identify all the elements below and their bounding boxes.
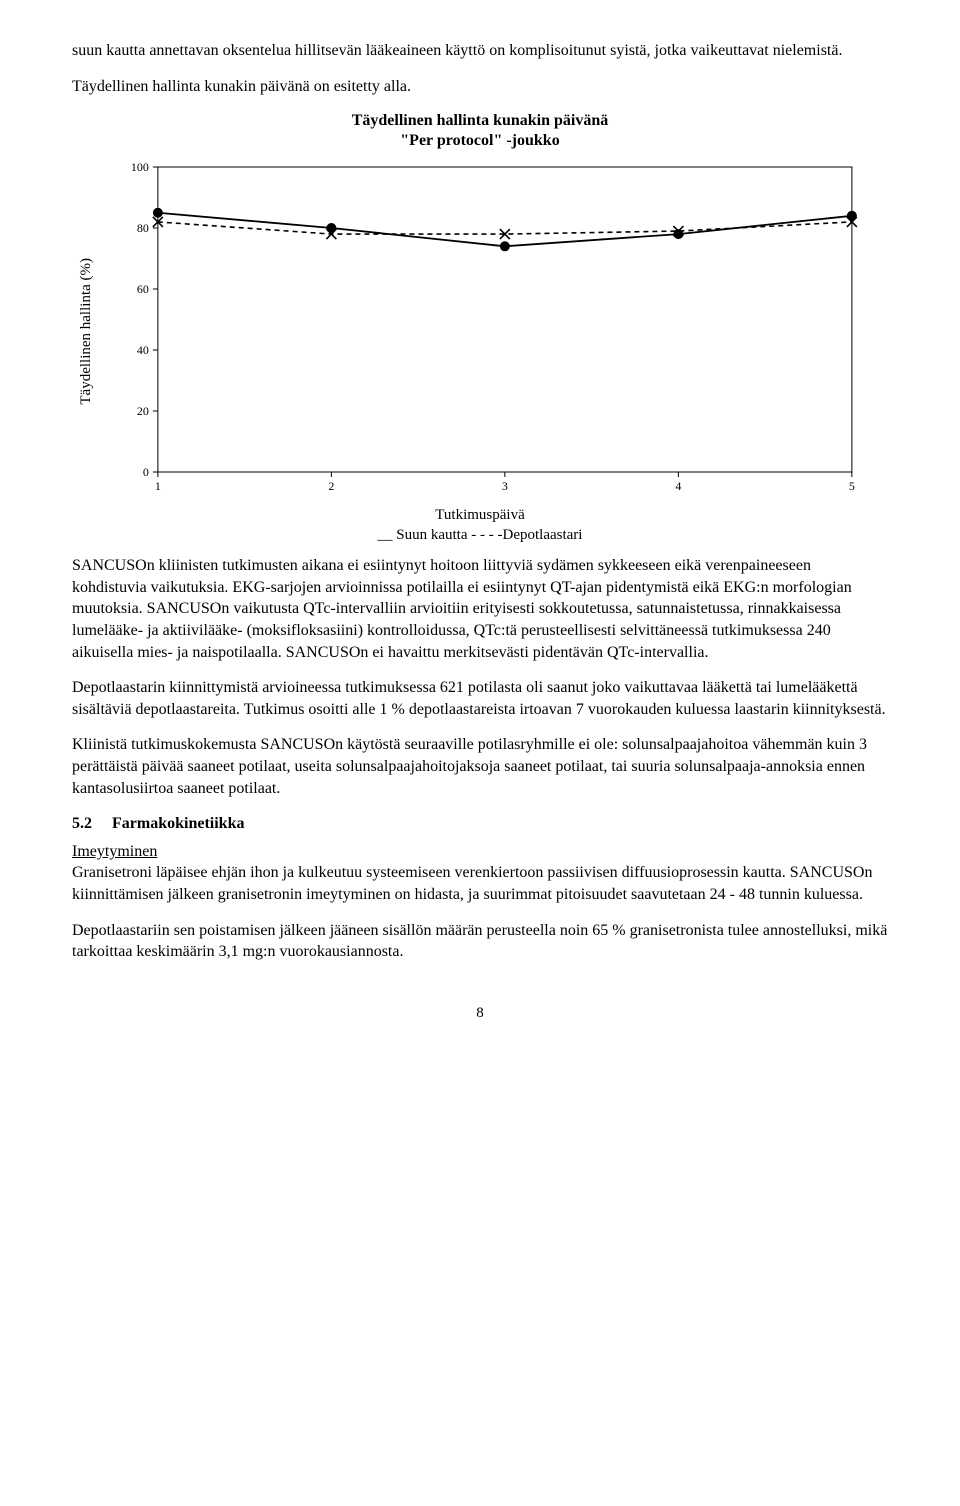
svg-text:0: 0 [143,465,149,479]
subsection-1: Imeytyminen Granisetroni läpäisee ehjän … [72,841,888,906]
line-chart: 0 20 40 60 80 100 1 2 3 4 5 [96,155,888,507]
svg-text:4: 4 [676,479,682,493]
svg-text:60: 60 [137,282,149,296]
svg-text:3: 3 [502,479,508,493]
chart-y-axis-label: Täydellinen hallinta (%) [72,258,96,405]
page-number: 8 [72,1003,888,1023]
section-heading: 5.2 Farmakokinetiikka [72,813,888,835]
svg-text:20: 20 [137,404,149,418]
last-paragraph: Depotlaastariin sen poistamisen jälkeen … [72,920,888,963]
svg-text:100: 100 [131,160,149,174]
svg-text:2: 2 [329,479,335,493]
chart-x-axis-label: Tutkimuspäivä [435,507,524,523]
svg-text:40: 40 [137,343,149,357]
chart-x-legend: Tutkimuspäivä __ Suun kautta - - - -Depo… [72,505,888,546]
chart-legend-text: __ Suun kautta - - - -Depotlaastari [378,527,583,543]
section-number: 5.2 [72,813,108,835]
svg-text:5: 5 [849,479,855,493]
chart-title-line1: Täydellinen hallinta kunakin päivänä [352,112,609,129]
intro-paragraph-2: Täydellinen hallinta kunakin päivänä on … [72,76,888,98]
subsection-1-head: Imeytyminen [72,843,157,860]
chart-container: Täydellinen hallinta (%) 0 20 40 60 80 100 1 2 3… [72,155,888,507]
subsection-1-body: Granisetroni läpäisee ehjän ihon ja kulk… [72,864,872,903]
svg-text:1: 1 [155,479,161,493]
chart-title: Täydellinen hallinta kunakin päivänä "Pe… [72,111,888,151]
chart-title-line2: "Per protocol" -joukko [400,132,559,149]
section-title: Farmakokinetiikka [112,815,244,832]
body-paragraph-1: SANCUSOn kliinisten tutkimusten aikana e… [72,555,888,663]
body-paragraph-3: Kliinistä tutkimuskokemusta SANCUSOn käy… [72,734,888,799]
svg-text:80: 80 [137,221,149,235]
intro-paragraph-1: suun kautta annettavan oksentelua hillit… [72,40,888,62]
body-paragraph-2: Depotlaastarin kiinnittymistä arvioinees… [72,677,888,720]
